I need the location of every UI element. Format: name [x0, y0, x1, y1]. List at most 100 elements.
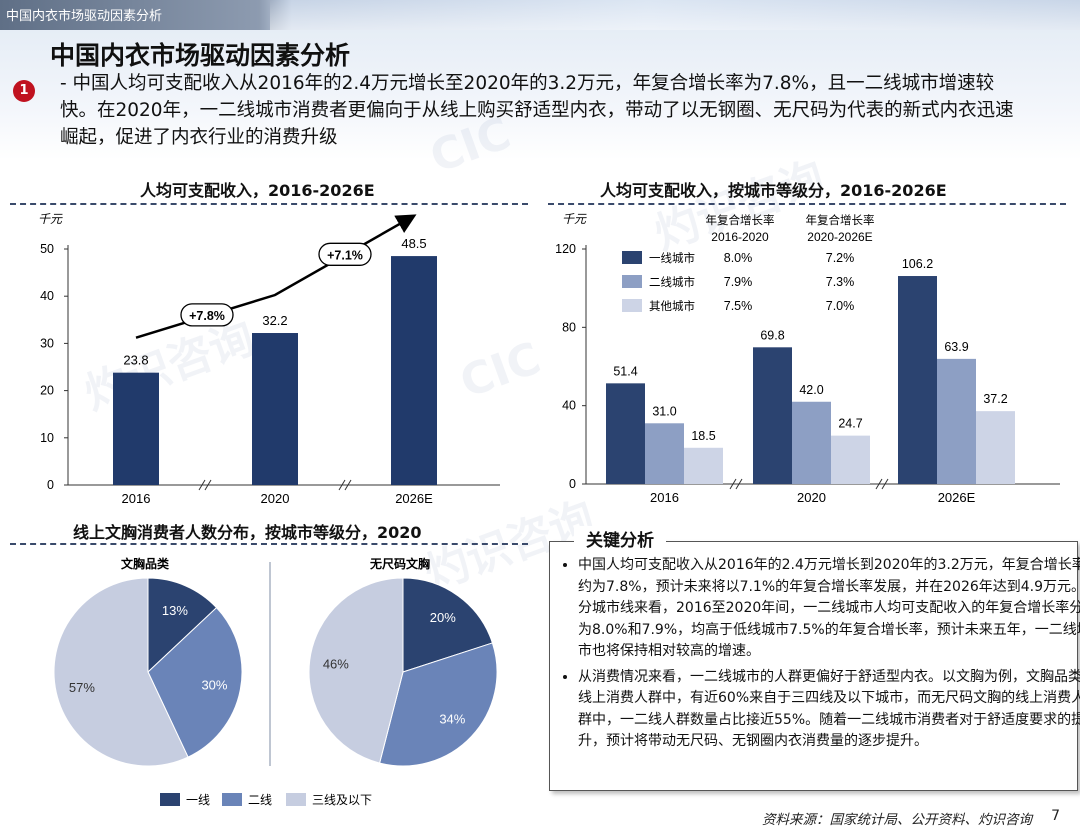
unit-label: 千元 — [38, 212, 63, 226]
legend-swatch — [622, 299, 642, 312]
y-tick-label: 120 — [555, 242, 576, 256]
cagr-label: +7.8% — [189, 309, 225, 323]
cagr-header: 2020-2026E — [807, 230, 872, 244]
chart-title-income-tier: 人均可支配收入，按城市等级分，2016-2026E — [600, 181, 947, 200]
pie-slice — [402, 577, 494, 673]
x-tick-label: 2020 — [261, 491, 290, 506]
analysis-box — [549, 541, 1078, 791]
bar-value-label: 69.8 — [760, 328, 784, 342]
y-tick-label: 20 — [40, 384, 54, 398]
legend-swatch — [622, 251, 642, 264]
cagr-value: 7.2% — [826, 251, 855, 265]
bar-value-label: 63.9 — [944, 340, 968, 354]
bar — [976, 411, 1015, 484]
axis-break-mark — [198, 479, 206, 491]
analysis-list: 中国人均可支配收入从2016年的2.4万元增长到2020年的3.2万元，年复合增… — [552, 555, 1080, 757]
chart-title-divider — [10, 543, 528, 545]
x-tick-label: 2016 — [122, 491, 151, 506]
pie-title: 文胸品类 — [121, 556, 170, 571]
bar — [792, 401, 831, 484]
legend-label: 其他城市 — [649, 299, 695, 313]
top-bar: 中国内衣市场驱动因素分析 — [0, 0, 1080, 30]
page-title: 中国内衣市场驱动因素分析 — [50, 41, 351, 70]
cagr-header: 年复合增长率 — [706, 213, 775, 227]
bar-value-label: 32.2 — [262, 313, 287, 328]
bar-value-label: 18.5 — [691, 429, 715, 443]
bar-value-label: 37.2 — [983, 392, 1007, 406]
legend-swatch — [160, 793, 180, 806]
pie-slice — [379, 642, 498, 767]
chart-title-divider — [548, 203, 1066, 205]
breadcrumb: 中国内衣市场驱动因素分析 — [6, 9, 163, 24]
pie-slice-label: 57% — [69, 680, 95, 695]
growth-arrow — [135, 214, 417, 339]
legend-swatch — [622, 275, 642, 288]
unit-label: 千元 — [562, 212, 587, 226]
bar-value-label: 23.8 — [123, 353, 148, 368]
x-tick-label: 2016 — [650, 490, 679, 505]
bar — [645, 423, 684, 484]
bar — [684, 447, 723, 484]
analysis-bullet: 从消费情况来看，一二线城市的人群更偏好于舒适型内衣。以文胸为例，文胸品类的线上消… — [578, 667, 1080, 753]
bar-value-label: 42.0 — [799, 383, 823, 397]
bar — [937, 358, 976, 484]
axis-break-mark — [204, 479, 212, 491]
y-tick-label: 10 — [40, 431, 54, 445]
pie-slice — [147, 606, 243, 758]
chart-title-pies: 线上文胸消费者人数分布，按城市等级分，2020 — [73, 523, 422, 542]
bar — [753, 347, 792, 484]
pie-slice — [53, 577, 189, 767]
header-band — [0, 30, 1080, 160]
legend-swatch — [222, 793, 242, 806]
pie-title: 无尺码文胸 — [369, 556, 430, 571]
bar-value-label: 31.0 — [652, 404, 676, 418]
axis-break-mark — [875, 478, 883, 490]
y-tick-label: 40 — [40, 289, 54, 303]
legend-label: 一线城市 — [649, 251, 695, 265]
axis-break-mark — [735, 478, 743, 490]
cagr-badge — [180, 303, 234, 327]
pie-slice — [147, 577, 218, 674]
legend-swatch — [286, 793, 306, 806]
axis-break-mark — [338, 479, 346, 491]
bar-value-label: 51.4 — [613, 364, 637, 378]
cagr-header: 年复合增长率 — [806, 213, 875, 227]
intro-text: - 中国人均可支配收入从2016年的2.4万元增长至2020年的3.2万元，年复… — [60, 73, 1014, 148]
y-tick-label: 80 — [562, 320, 576, 334]
cagr-badge — [318, 242, 372, 266]
legend-label: 一线 — [186, 793, 210, 807]
page-number: 7 — [1051, 808, 1060, 824]
income-tier-bar-chart: 千元 0 40 80 120 51.4 31.0 18.5 2016 69.8 42.0 24.7 20… — [555, 212, 1060, 505]
bar-value-label: 48.5 — [401, 236, 426, 251]
y-tick-label: 50 — [40, 242, 54, 256]
chart-title-income: 人均可支配收入，2016-2026E — [140, 181, 375, 200]
y-tick-label: 0 — [47, 478, 54, 492]
bullet-number-badge: 1 — [13, 80, 35, 102]
legend-label: 三线及以下 — [312, 793, 372, 807]
pie-slice-label: 46% — [323, 657, 349, 672]
pie-slice — [308, 577, 404, 764]
pie-slice-label: 20% — [430, 610, 456, 625]
y-tick-label: 0 — [569, 477, 576, 491]
cagr-value: 7.3% — [826, 275, 855, 289]
x-tick-label: 2026E — [395, 491, 433, 506]
bar — [113, 372, 159, 485]
y-tick-label: 30 — [40, 336, 54, 350]
axis-break-mark — [344, 479, 352, 491]
analysis-bullet: 中国人均可支配收入从2016年的2.4万元增长到2020年的3.2万元，年复合增… — [578, 555, 1080, 663]
axis-break-mark — [881, 478, 889, 490]
legend-label: 二线城市 — [649, 275, 695, 289]
cagr-value: 7.0% — [826, 299, 855, 313]
bar-value-label: 106.2 — [902, 257, 933, 271]
top-bar-shine — [270, 0, 1080, 30]
bar-value-label: 24.7 — [838, 417, 862, 431]
pie-slice-label: 30% — [201, 678, 227, 693]
analysis-heading: 关键分析 — [574, 526, 666, 551]
bar — [606, 383, 645, 484]
bar — [252, 333, 298, 485]
consumer-pie-charts: 文胸品类 13% 30% 57% 无尺码文胸 20% 34% 46% 一线 二线 三线及以下 — [53, 556, 498, 807]
y-tick-label: 40 — [562, 399, 576, 413]
source-note: 资料来源：国家统计局、公开资料、灼识咨询 — [762, 812, 1032, 828]
chart-title-divider — [10, 203, 528, 205]
cagr-label: +7.1% — [327, 248, 363, 262]
